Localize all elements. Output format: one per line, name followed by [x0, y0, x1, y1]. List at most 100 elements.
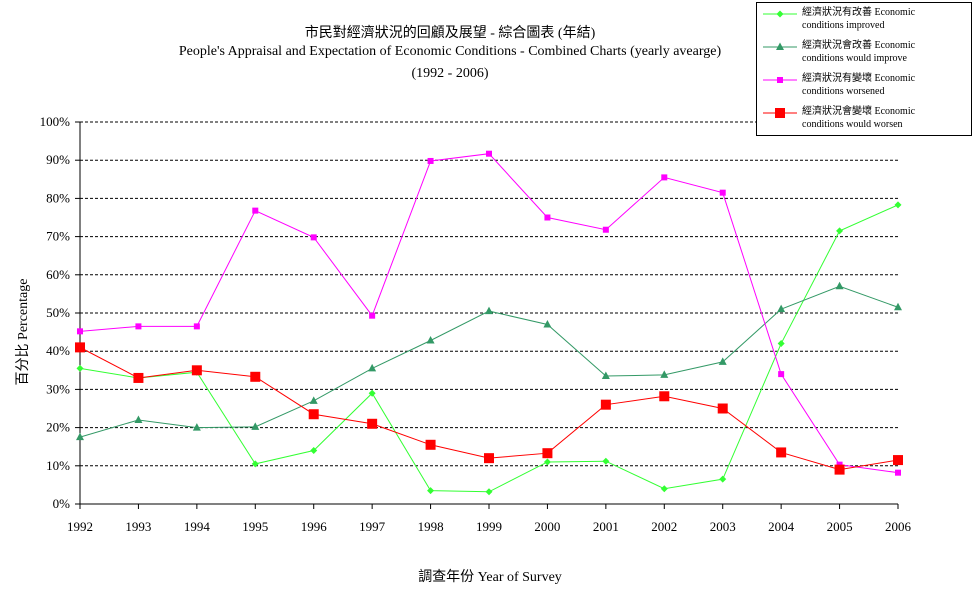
- data-point: [895, 469, 901, 476]
- x-tick-label: 1993: [125, 519, 151, 534]
- data-point: [368, 363, 377, 372]
- data-point: [600, 399, 611, 410]
- x-tick-label: 2004: [768, 519, 795, 534]
- legend-marker-would-improve: [763, 42, 797, 50]
- data-point: [367, 418, 378, 429]
- data-point: [719, 475, 727, 483]
- data-point: [251, 460, 259, 468]
- y-tick-label: 50%: [46, 305, 70, 320]
- data-point: [602, 457, 610, 465]
- data-point: [661, 174, 668, 181]
- data-point: [427, 487, 435, 495]
- legend-item-improved: 經濟狀況有改善 Economic conditions improved: [757, 5, 971, 35]
- data-point: [778, 371, 785, 378]
- y-tick-label: 90%: [46, 152, 70, 167]
- series-line-3: [79, 346, 899, 471]
- data-point: [602, 226, 609, 233]
- data-point: [601, 371, 610, 380]
- legend-marker-would-worsen: [763, 108, 797, 118]
- data-point: [484, 453, 494, 464]
- legend-marker-improved: [763, 10, 797, 18]
- data-point: [368, 389, 376, 397]
- y-tick-label: 0%: [53, 496, 71, 511]
- legend-marker: [776, 10, 784, 18]
- legend-label-worsened-line1: 經濟狀況有變壞 Economic: [802, 73, 916, 84]
- x-axis-label: 調查年份 Year of Survey: [418, 570, 562, 585]
- data-point: [76, 364, 84, 372]
- data-point: [134, 415, 143, 423]
- x-tick-label: 2001: [593, 519, 619, 534]
- data-point: [75, 342, 85, 353]
- legend-item-worsened: 經濟狀況有變壞 Economic conditions worsened: [757, 71, 971, 101]
- x-tick-label: 2005: [827, 519, 853, 534]
- x-tick-label: 2000: [534, 519, 560, 534]
- data-point: [191, 365, 202, 376]
- data-point: [485, 488, 493, 496]
- data-point: [836, 227, 844, 235]
- y-axis-label: 百分比 Percentage: [16, 278, 31, 386]
- data-point: [192, 423, 201, 431]
- y-tick-label: 80%: [46, 190, 70, 205]
- data-point: [308, 409, 319, 420]
- legend-item-would-improve: 經濟狀況會改善 Economic conditions would improv…: [757, 38, 971, 68]
- x-tick-label: 1998: [418, 519, 444, 534]
- y-tick-label: 60%: [46, 267, 70, 282]
- data-point: [777, 304, 786, 313]
- data-point: [834, 464, 845, 475]
- series-line-0: [79, 204, 899, 493]
- legend-marker: [777, 77, 783, 83]
- data-point: [426, 336, 435, 344]
- data-point: [425, 439, 436, 450]
- data-point: [427, 157, 434, 164]
- data-point: [542, 448, 553, 459]
- data-point: [894, 302, 902, 311]
- data-point: [485, 306, 493, 315]
- data-point: [659, 391, 670, 402]
- x-tick-label: 1994: [184, 519, 211, 534]
- legend-label-would-improve-line2: conditions would improve: [802, 53, 907, 64]
- y-tick-label: 20%: [46, 420, 70, 435]
- data-point: [310, 234, 317, 241]
- data-point: [369, 312, 376, 319]
- legend-marker-worsened: [763, 77, 797, 83]
- chart-title-chinese: 市民對經濟狀況的回顧及展望 - 綜合圖表 (年結): [304, 26, 596, 41]
- data-point: [193, 323, 200, 330]
- legend-item-would-worsen: 經濟狀況會變壞 Economic conditions would worsen: [757, 104, 971, 134]
- x-tick-label: 1996: [301, 519, 328, 534]
- legend-label-improved-line2: conditions improved: [802, 20, 885, 31]
- legend-label-worsened-line2: conditions worsened: [802, 86, 885, 97]
- data-point: [77, 328, 83, 335]
- data-point: [310, 447, 318, 455]
- x-tick-label: 1995: [242, 519, 268, 534]
- data-point: [717, 403, 728, 414]
- x-tick-label: 1997: [359, 519, 386, 534]
- data-point: [835, 281, 844, 290]
- data-point: [894, 201, 902, 209]
- data-point: [660, 370, 669, 378]
- chart-title-english: People's Appraisal and Expectation of Ec…: [178, 44, 722, 59]
- data-point: [893, 455, 903, 466]
- data-point: [660, 485, 668, 493]
- x-tick-label: 2003: [710, 519, 736, 534]
- y-tick-label: 70%: [46, 229, 70, 244]
- data-point: [309, 396, 318, 404]
- legend-marker: [775, 108, 785, 118]
- legend-label-would-worsen-line2: conditions would worsen: [802, 119, 903, 130]
- x-tick-label: 1992: [67, 519, 93, 534]
- data-point: [544, 214, 551, 221]
- y-tick-label: 10%: [46, 458, 70, 473]
- data-point: [718, 357, 727, 365]
- data-point: [543, 458, 551, 466]
- data-point: [76, 432, 84, 441]
- data-point: [719, 189, 726, 196]
- y-tick-label: 30%: [46, 381, 70, 396]
- chart-legend: 經濟狀況有改善 Economic conditions improved 經濟狀…: [756, 2, 972, 136]
- chart-title-years: (1992 - 2006): [411, 66, 489, 81]
- data-point: [777, 340, 785, 348]
- y-tick-label: 100%: [40, 114, 71, 129]
- data-point: [543, 319, 552, 328]
- data-point: [486, 150, 492, 157]
- x-tick-label: 2006: [885, 519, 912, 534]
- data-point: [251, 422, 260, 430]
